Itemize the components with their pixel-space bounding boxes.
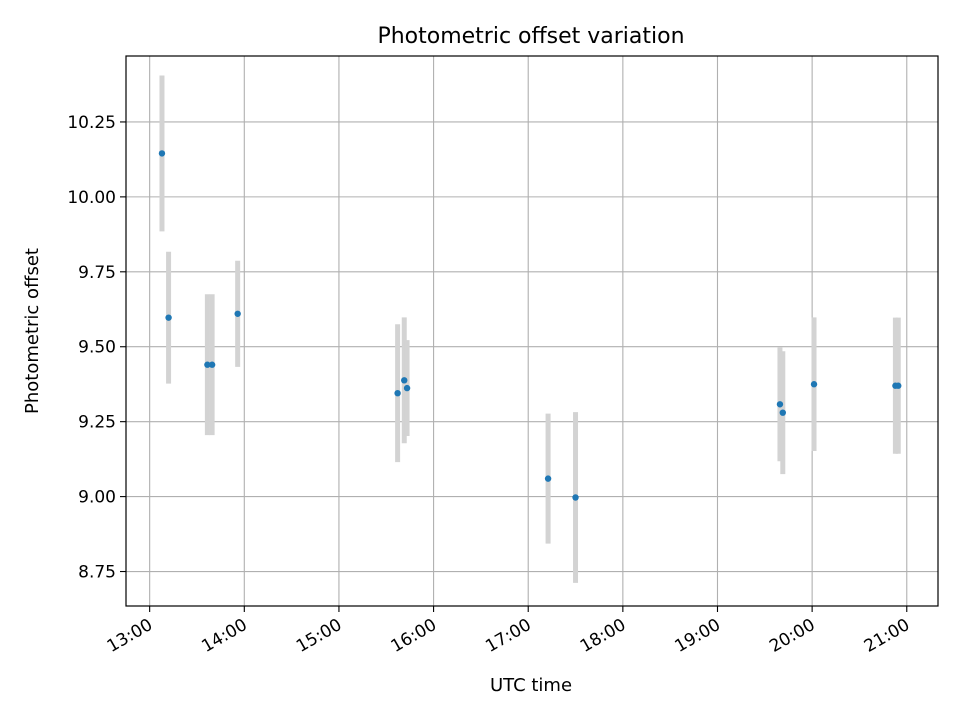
data-point — [895, 382, 902, 389]
data-point — [403, 384, 411, 392]
x-axis-label: UTC time — [490, 675, 572, 696]
y-tick-label: 8.75 — [78, 563, 116, 583]
grid — [126, 56, 938, 606]
data-points — [158, 150, 902, 501]
data-point — [394, 389, 401, 397]
data-point — [544, 475, 552, 482]
data-point — [158, 150, 166, 157]
y-tick-label: 10.00 — [67, 188, 116, 208]
y-tick-label: 10.25 — [67, 113, 116, 133]
data-point — [165, 314, 172, 321]
data-point — [204, 361, 211, 368]
y-axis-ticks: 8.75 9.00 9.25 9.50 9.75 10.00 10.25 — [67, 113, 126, 583]
y-tick-label: 9.00 — [78, 488, 116, 508]
data-point — [401, 377, 408, 384]
data-point — [779, 409, 786, 416]
y-tick-label: 9.25 — [78, 413, 116, 433]
data-point — [234, 310, 241, 317]
y-axis-label: Photometric offset — [22, 248, 43, 414]
data-point — [776, 401, 784, 408]
data-point — [572, 494, 579, 501]
data-point — [208, 361, 216, 368]
y-tick-label: 9.75 — [78, 263, 116, 283]
data-point — [810, 381, 818, 388]
plot-frame — [125, 55, 939, 607]
y-tick-label: 9.50 — [78, 338, 116, 358]
chart-title: Photometric offset variation — [377, 24, 684, 49]
